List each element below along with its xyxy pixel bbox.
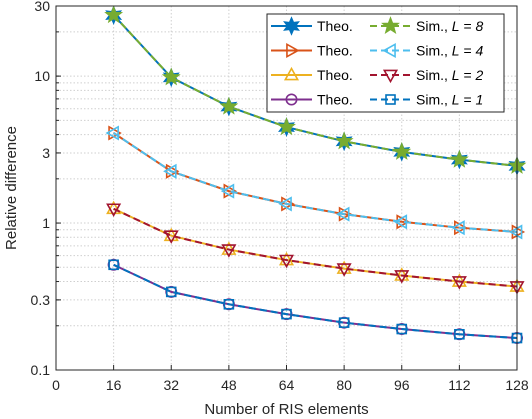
legend-swatch-marker — [285, 93, 298, 106]
x-tick-label: 64 — [279, 377, 295, 393]
data-point — [451, 220, 465, 236]
data-point — [161, 67, 181, 86]
y-tick-label: 3 — [42, 145, 50, 161]
legend-label: Sim., L = 8 — [416, 18, 484, 34]
data-point — [163, 230, 179, 244]
data-point — [338, 317, 350, 328]
data-point — [449, 149, 469, 168]
series-line — [113, 207, 518, 288]
x-tick-label: 32 — [163, 377, 179, 393]
legend-label: Sim., L = 4 — [416, 43, 484, 59]
legend-swatch-marker — [385, 94, 396, 105]
data-point — [278, 254, 295, 269]
data-point — [108, 125, 122, 141]
series-sim-L4 — [105, 125, 523, 240]
x-axis-label: Number of RIS elements — [204, 401, 368, 418]
legend-swatch-marker — [382, 69, 399, 84]
x-tick-label: 0 — [52, 377, 60, 393]
data-point — [394, 267, 410, 281]
y-axis-label: Relative difference — [3, 126, 20, 250]
x-tick-label: 96 — [394, 377, 410, 393]
y-tick-label: 0.3 — [31, 292, 51, 308]
legend-label: Sim., L = 1 — [416, 92, 483, 108]
legend: Theo. Sim., L = 8 Theo. Sim., L = 4 Theo. Sim… — [266, 13, 505, 113]
data-point — [165, 286, 177, 298]
data-point — [336, 263, 352, 277]
data-point — [335, 206, 350, 222]
data-point — [454, 220, 468, 236]
data-point — [277, 117, 296, 136]
y-tick-label: 1 — [42, 215, 50, 231]
legend-swatch-marker — [286, 42, 300, 59]
data-point — [108, 259, 119, 271]
data-point — [105, 125, 119, 141]
series-sim-L1 — [108, 259, 523, 344]
y-tick-label: 0.1 — [31, 362, 51, 378]
legend-label: Theo. — [317, 92, 353, 108]
data-point — [393, 214, 408, 230]
data-point — [281, 308, 292, 320]
data-point — [396, 323, 408, 335]
data-point — [281, 196, 295, 212]
legend-label: Theo. — [317, 67, 353, 83]
x-tick-label: 128 — [505, 377, 529, 393]
series-line — [113, 132, 518, 233]
x-tick-label: 80 — [336, 377, 352, 393]
data-point — [163, 163, 177, 179]
data-point — [392, 141, 412, 160]
data-point — [334, 131, 354, 150]
legend-swatch-marker — [382, 42, 396, 59]
legend-swatch-marker — [283, 16, 300, 36]
data-point — [394, 270, 410, 284]
legend-label: Theo. — [317, 18, 353, 34]
x-tick-label: 112 — [448, 377, 471, 393]
data-point — [511, 224, 526, 240]
axis-ticks: 0 16 32 48 64 80 96 112 128 0.1 0.3 1 3 10 30 — [31, 0, 529, 393]
series-sim-L2 — [106, 203, 525, 295]
legend-swatch-marker — [283, 66, 300, 81]
legend-swatch-marker — [381, 16, 400, 35]
data-point — [221, 244, 237, 258]
legend-label: Theo. — [317, 43, 353, 59]
x-tick-label: 16 — [106, 377, 122, 393]
data-point — [106, 203, 122, 217]
x-tick-label: 48 — [221, 377, 237, 393]
data-point — [165, 163, 180, 179]
data-point — [221, 241, 237, 255]
series-line — [112, 14, 518, 167]
data-point — [223, 183, 238, 199]
data-point — [454, 328, 465, 340]
y-tick-label: 10 — [34, 68, 50, 84]
y-tick-label: 30 — [34, 0, 50, 14]
legend-label: Sim., L = 2 — [416, 67, 484, 83]
data-point — [219, 96, 239, 115]
data-point — [223, 298, 235, 310]
data-point — [451, 276, 467, 290]
data-point — [220, 183, 235, 199]
data-point — [278, 196, 292, 212]
series-line — [113, 263, 518, 340]
data-point — [508, 224, 523, 240]
data-point — [104, 5, 124, 24]
data-point — [106, 200, 122, 215]
